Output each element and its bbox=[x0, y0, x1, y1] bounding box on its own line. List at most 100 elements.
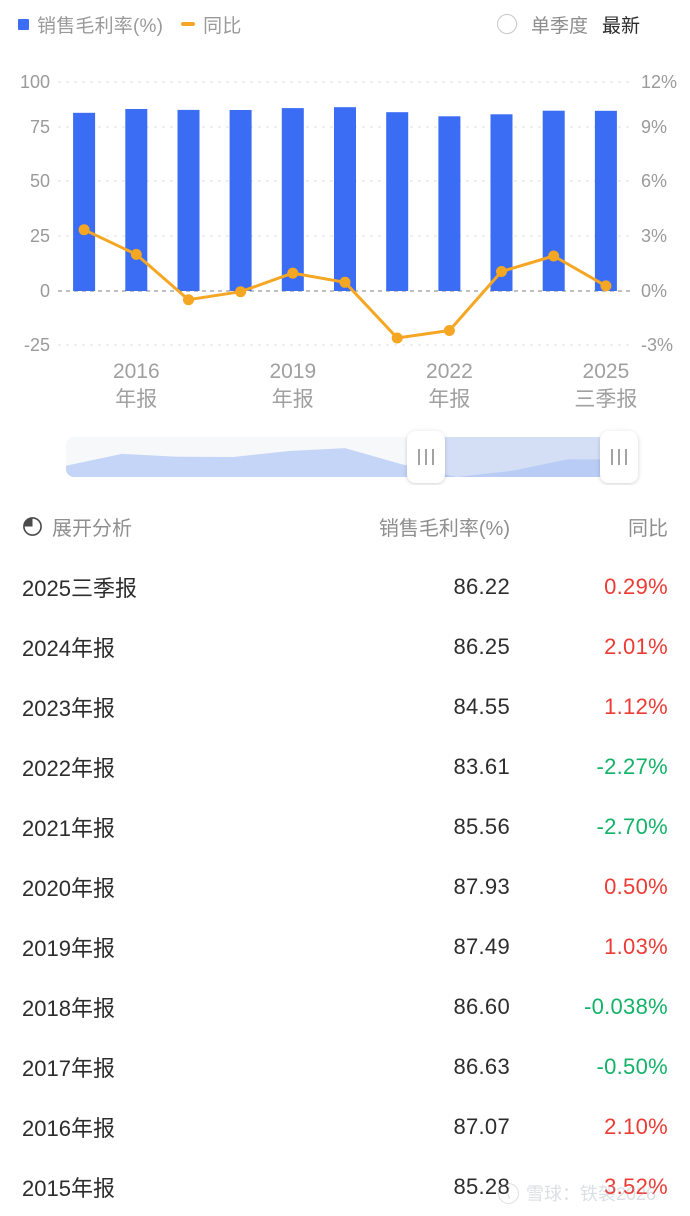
yoy-point-2015年报[interactable] bbox=[78, 224, 90, 236]
legend-item-bar[interactable]: 销售毛利率(%) bbox=[18, 11, 163, 38]
bar-series bbox=[73, 107, 617, 292]
right-tick-neg3: -3% bbox=[641, 335, 673, 355]
row-change: 3.52% bbox=[604, 1174, 668, 1199]
row-change: -0.038% bbox=[583, 994, 668, 1019]
bar-2021年报[interactable] bbox=[386, 112, 409, 291]
bar-2017年报[interactable] bbox=[177, 109, 200, 292]
combo-chart[interactable]: 100 75 50 25 0 -25 12% 9% 6% 3% 0% -3% 2… bbox=[0, 48, 690, 418]
right-tick-0: 0% bbox=[641, 281, 667, 301]
x-tick-period-2019: 年报 bbox=[272, 388, 314, 411]
yoy-point-2016年报[interactable] bbox=[130, 248, 142, 260]
expand-analysis-button[interactable]: 展开分析 bbox=[22, 512, 322, 541]
bar-2018年报[interactable] bbox=[229, 110, 252, 291]
table-row[interactable]: 2020年报 87.93 0.50% bbox=[0, 857, 690, 917]
row-period: 2023年报 bbox=[22, 696, 115, 721]
x-tick-year-2016: 2016 bbox=[113, 360, 160, 383]
row-value: 87.49 bbox=[453, 934, 510, 959]
table-header-change[interactable]: 同比 bbox=[628, 517, 668, 540]
row-value: 83.61 bbox=[453, 754, 510, 779]
yoy-point-2019年报[interactable] bbox=[287, 267, 299, 279]
row-period: 2024年报 bbox=[22, 636, 115, 661]
legend-series-group: 销售毛利率(%) 同比 bbox=[18, 11, 242, 38]
table-row[interactable]: 2016年报 87.07 2.10% bbox=[0, 1097, 690, 1157]
slider-handle-right[interactable] bbox=[600, 431, 638, 483]
table-row[interactable]: 2023年报 84.55 1.12% bbox=[0, 677, 690, 737]
left-tick-25: 25 bbox=[30, 226, 50, 246]
row-period: 2025三季报 bbox=[22, 576, 137, 601]
line-series bbox=[78, 224, 612, 344]
table-row[interactable]: 2024年报 86.25 2.01% bbox=[0, 617, 690, 677]
row-period: 2018年报 bbox=[22, 996, 115, 1021]
right-tick-3: 3% bbox=[641, 226, 667, 246]
bar-2022年报[interactable] bbox=[438, 116, 461, 291]
table-row[interactable]: 2025三季报 86.22 0.29% bbox=[0, 557, 690, 617]
left-tick-50: 50 bbox=[30, 171, 50, 191]
row-value: 85.56 bbox=[453, 814, 510, 839]
slider-handle-left[interactable] bbox=[407, 431, 445, 483]
table-row[interactable]: 2019年报 87.49 1.03% bbox=[0, 917, 690, 977]
left-tick-0: 0 bbox=[40, 281, 50, 301]
slider-selection bbox=[434, 437, 608, 477]
latest-button[interactable]: 最新 bbox=[601, 15, 640, 37]
row-change: -2.27% bbox=[596, 754, 668, 779]
yoy-point-2022年报[interactable] bbox=[443, 325, 455, 336]
table-row[interactable]: 2017年报 86.63 -0.50% bbox=[0, 1037, 690, 1097]
yoy-point-2024年报[interactable] bbox=[548, 250, 560, 262]
table-header-row: 展开分析 销售毛利率(%) 同比 bbox=[0, 495, 690, 557]
right-tick-12: 12% bbox=[641, 72, 677, 92]
yoy-point-2020年报[interactable] bbox=[339, 276, 351, 288]
row-change: 2.01% bbox=[604, 634, 668, 659]
row-period: 2022年报 bbox=[22, 756, 115, 781]
bar-2016年报[interactable] bbox=[125, 109, 148, 291]
row-period: 2015年报 bbox=[22, 1176, 115, 1201]
row-value: 85.28 bbox=[453, 1174, 510, 1199]
row-period: 2020年报 bbox=[22, 876, 115, 901]
chart-range-slider[interactable] bbox=[0, 425, 690, 485]
left-tick-100: 100 bbox=[20, 72, 50, 92]
bar-2020年报[interactable] bbox=[334, 107, 356, 291]
x-tick-period-2016: 年报 bbox=[115, 388, 157, 411]
bar-2025三季报[interactable] bbox=[594, 110, 617, 291]
yoy-point-2025三季报[interactable] bbox=[600, 280, 612, 292]
x-tick-year-2025: 2025 bbox=[583, 360, 630, 383]
table-row[interactable]: 2018年报 86.60 -0.038% bbox=[0, 977, 690, 1037]
bar-2024年报[interactable] bbox=[542, 110, 565, 291]
row-value: 86.63 bbox=[453, 1054, 510, 1079]
left-tick-75: 75 bbox=[30, 117, 50, 137]
table-row[interactable]: 2021年报 85.56 -2.70% bbox=[0, 797, 690, 857]
single-quarter-label[interactable]: 单季度 bbox=[530, 15, 588, 37]
bar-2019年报[interactable] bbox=[281, 108, 304, 291]
range-slider-canvas bbox=[66, 431, 638, 483]
row-period: 2017年报 bbox=[22, 1056, 115, 1081]
yoy-point-2021年报[interactable] bbox=[391, 332, 403, 344]
slider-preview-area bbox=[66, 448, 624, 477]
left-tick-neg25: -25 bbox=[24, 335, 50, 355]
legend-item-line[interactable]: 同比 bbox=[181, 11, 241, 38]
row-value: 87.93 bbox=[453, 874, 510, 899]
row-value: 86.60 bbox=[453, 994, 510, 1019]
table-row[interactable]: 2015年报 85.28 3.52% bbox=[0, 1157, 690, 1216]
bar-2023年报[interactable] bbox=[490, 114, 513, 291]
table-body: 2025三季报 86.22 0.29% 2024年报 86.25 2.01% 2023年报 8… bbox=[0, 557, 690, 1216]
legend-line-icon bbox=[181, 22, 196, 26]
x-axis-tick-labels: 2016 年报 2019 年报 2022 年报 2025 三季报 bbox=[113, 360, 637, 411]
row-change: 0.29% bbox=[604, 574, 668, 599]
row-value: 87.07 bbox=[453, 1114, 510, 1139]
chart-canvas: 100 75 50 25 0 -25 12% 9% 6% 3% 0% -3% 2… bbox=[20, 72, 677, 411]
bar-2015年报[interactable] bbox=[73, 112, 96, 291]
table-row[interactable]: 2022年报 83.61 -2.27% bbox=[0, 737, 690, 797]
yoy-point-2017年报[interactable] bbox=[183, 294, 194, 306]
table-header-value[interactable]: 销售毛利率(%) bbox=[378, 517, 510, 540]
row-change: -0.50% bbox=[596, 1054, 668, 1079]
x-tick-year-2019: 2019 bbox=[269, 360, 316, 383]
slider-preview-curve bbox=[66, 448, 624, 477]
chart-legend-bar: 销售毛利率(%) 同比 单季度 最新 bbox=[0, 0, 690, 48]
row-value: 84.55 bbox=[453, 694, 510, 719]
single-quarter-radio-icon[interactable] bbox=[496, 14, 517, 34]
row-change: 1.12% bbox=[604, 694, 668, 719]
pie-chart-icon bbox=[23, 516, 42, 536]
yoy-point-2018年报[interactable] bbox=[235, 286, 247, 298]
legend-bar-label: 销售毛利率(%) bbox=[37, 15, 164, 37]
yoy-point-2023年报[interactable] bbox=[496, 266, 507, 277]
